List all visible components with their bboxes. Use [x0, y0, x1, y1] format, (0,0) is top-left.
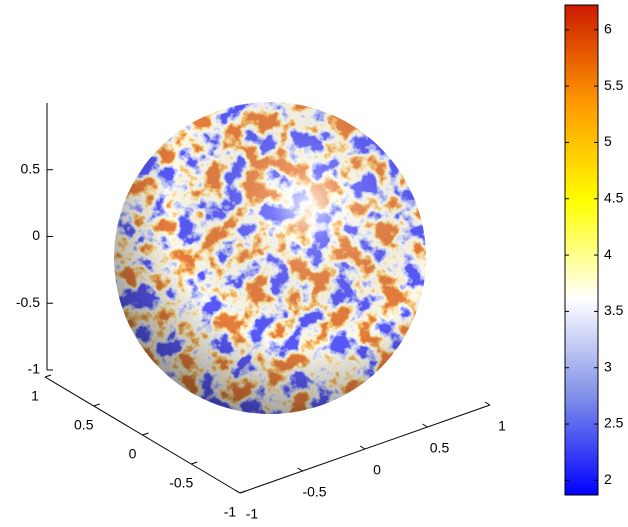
x-tick-label: -0.5 [169, 475, 193, 491]
chart: -1 -0.5 0 0.5 -1 -0.5 0 0.5 1 -1 -0.5 0 0.5 1 2 2.5 3 3.5… [0, 0, 628, 527]
y-tick [485, 402, 490, 405]
colorbar-tick-label: 2 [604, 471, 612, 487]
y-tick-label: 1 [498, 418, 506, 434]
colorbar-tick-label: 2.5 [604, 415, 624, 431]
colorbar-tick-label: 4.5 [604, 189, 624, 205]
z-tick-label: -1 [28, 361, 41, 377]
y-tick [360, 446, 365, 449]
y-tick-label: 0 [373, 462, 381, 478]
colorbar-tick-label: 6 [604, 20, 612, 36]
y-tick-label: -1 [246, 506, 259, 522]
x-tick [45, 375, 51, 377]
colorbar-tick-label: 3.5 [604, 302, 624, 318]
y-tick [235, 490, 240, 493]
x-tick [143, 433, 149, 435]
sphere [114, 102, 426, 414]
x-tick [94, 404, 100, 406]
colorbar [565, 5, 598, 495]
z-tick-label: 0.5 [21, 160, 41, 176]
colorbar-tick-label: 5.5 [604, 77, 624, 93]
colorbar-tick-label: 5 [604, 133, 612, 149]
z-tick-label: -0.5 [16, 294, 40, 310]
x-tick-label: 1 [31, 388, 39, 404]
z-tick-label: 0 [32, 227, 40, 243]
y-tick-label: 0.5 [430, 440, 450, 456]
y-tick [298, 468, 303, 471]
x-tick [191, 462, 197, 464]
y-tick [423, 424, 428, 427]
colorbar-tick-label: 4 [604, 246, 612, 262]
x-tick-label: -1 [224, 504, 237, 520]
x-tick-label: 0.5 [74, 417, 94, 433]
colorbar-tick-label: 3 [604, 358, 612, 374]
y-tick-label: -0.5 [302, 484, 326, 500]
x-tick-label: 0 [129, 446, 137, 462]
